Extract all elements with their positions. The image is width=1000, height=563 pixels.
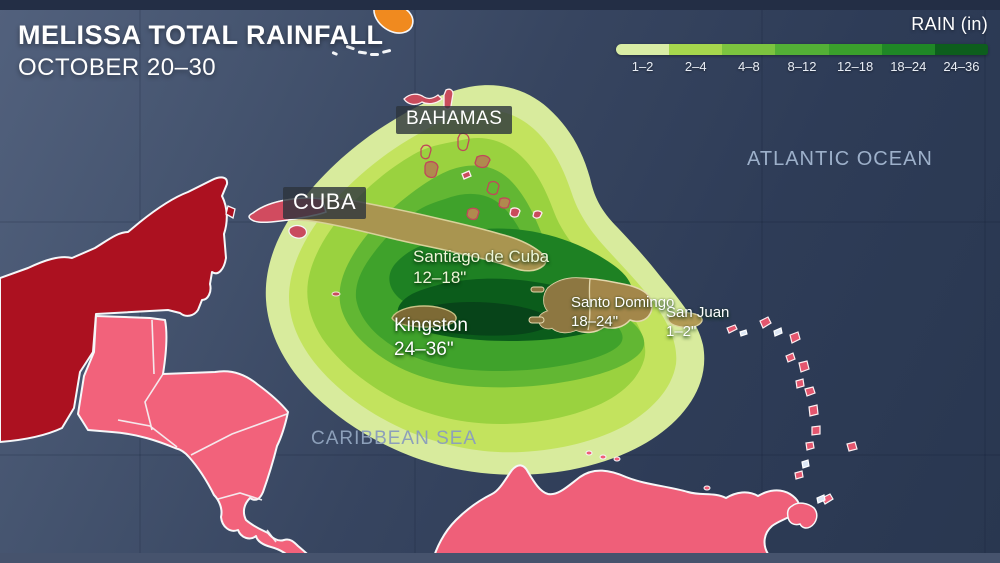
date-range: OCTOBER 20–30 bbox=[18, 54, 217, 81]
legend-range-label: 4–8 bbox=[738, 59, 760, 74]
islands-lesser-antilles bbox=[726, 316, 858, 504]
caribbean-sea-label: CARIBBEAN SEA bbox=[311, 428, 478, 449]
island-isla-juventud bbox=[288, 224, 308, 239]
legend-range-label: 24–36 bbox=[943, 59, 980, 74]
legend-swatch bbox=[828, 44, 882, 55]
city-name: San Juan bbox=[666, 304, 730, 321]
landmass-jamaica bbox=[391, 305, 457, 328]
landmass-central-america bbox=[77, 315, 316, 563]
rain-value: 12–18" bbox=[413, 268, 467, 288]
legend-range-label: 8–12 bbox=[787, 59, 817, 74]
haiti-north-prong bbox=[530, 286, 545, 293]
legend-range-label: 1–2 bbox=[631, 59, 654, 74]
rain-value: 18–24" bbox=[571, 312, 619, 330]
legend-range-label: 18–24 bbox=[890, 59, 927, 74]
letterbox-top bbox=[0, 0, 1000, 10]
legend-swatch bbox=[775, 44, 829, 55]
legend-swatch bbox=[934, 44, 988, 55]
rain-value: 1–2" bbox=[666, 322, 697, 340]
annotation-kingston: Kingston 24–36" bbox=[394, 314, 468, 362]
island-cozumel bbox=[225, 205, 236, 220]
atlantic-ocean-label: ATLANTIC OCEAN bbox=[747, 148, 933, 170]
annotation-san-juan: San Juan 1–2" bbox=[666, 304, 729, 342]
island-tobago bbox=[821, 493, 834, 505]
rain-legend: RAIN (in) 1–2 2–4 4–8 8–12 12–18 18–24 24–36 bbox=[616, 14, 988, 74]
legend-color-bar bbox=[616, 44, 988, 55]
legend-range-label: 12–18 bbox=[837, 59, 874, 74]
cuba-label: CUBA bbox=[283, 187, 367, 219]
legend-swatch bbox=[881, 44, 935, 55]
legend-swatch bbox=[616, 44, 670, 55]
island-cayman bbox=[331, 291, 341, 297]
landmass-yucatan-mexico bbox=[0, 176, 229, 443]
landmass-south-america bbox=[431, 464, 801, 563]
city-name: Kingston bbox=[394, 315, 468, 336]
florida-keys bbox=[331, 45, 392, 56]
title-block: MELISSA TOTAL RAINFALL OCTOBER 20–30 bbox=[18, 20, 384, 82]
letterbox-bottom bbox=[0, 553, 1000, 563]
annotation-santo-domingo: Santo Domingo 18–24" bbox=[571, 294, 674, 332]
legend-labels: 1–2 2–4 4–8 8–12 12–18 18–24 24–36 bbox=[616, 59, 988, 74]
legend-swatch bbox=[722, 44, 776, 55]
city-name: Santo Domingo bbox=[571, 294, 675, 311]
country-borders bbox=[117, 319, 288, 543]
islands-abc bbox=[585, 450, 711, 491]
haiti-south-prong bbox=[528, 316, 545, 324]
city-name: Santiago de Cuba bbox=[413, 247, 550, 266]
islands-bahamas bbox=[403, 88, 543, 221]
bahamas-label: BAHAMAS bbox=[396, 106, 513, 134]
legend-swatch bbox=[669, 44, 723, 55]
legend-title: RAIN (in) bbox=[911, 14, 988, 34]
island-trinidad bbox=[786, 502, 818, 529]
storm-title: MELISSA TOTAL RAINFALL bbox=[18, 20, 384, 50]
rain-value: 24–36" bbox=[394, 338, 454, 360]
haiti-dr-border bbox=[587, 278, 591, 331]
landmass-puerto-rico bbox=[667, 312, 703, 328]
annotation-santiago-de-cuba: Santiago de Cuba 12–18" bbox=[413, 246, 549, 289]
landmass-haiti-shade bbox=[538, 278, 590, 333]
legend-range-label: 2–4 bbox=[684, 59, 707, 74]
